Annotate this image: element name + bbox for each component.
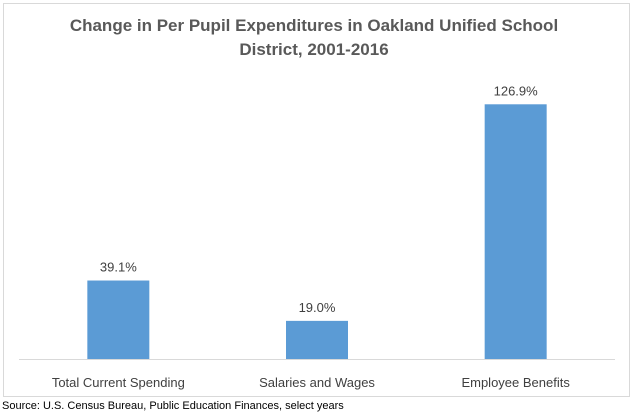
- value-labels-group: 39.1% 19.0% 126.9%: [100, 83, 538, 315]
- data-label-2: 126.9%: [494, 83, 539, 98]
- data-label-1: 19.0%: [299, 300, 336, 315]
- bars-group: [87, 104, 547, 359]
- category-label-2: Employee Benefits: [461, 375, 570, 390]
- data-label-0: 39.1%: [100, 260, 137, 275]
- category-label-0: Total Current Spending: [52, 375, 185, 390]
- bar-2: [484, 104, 547, 359]
- bar-1: [286, 320, 348, 359]
- chart-title: Change in Per Pupil Expenditures in Oakl…: [69, 16, 559, 59]
- bar-0: [87, 280, 150, 359]
- source-note: Source: U.S. Census Bureau, Public Educa…: [2, 400, 344, 412]
- category-labels-group: Total Current Spending Salaries and Wages…: [52, 375, 571, 390]
- category-label-1: Salaries and Wages: [259, 375, 375, 390]
